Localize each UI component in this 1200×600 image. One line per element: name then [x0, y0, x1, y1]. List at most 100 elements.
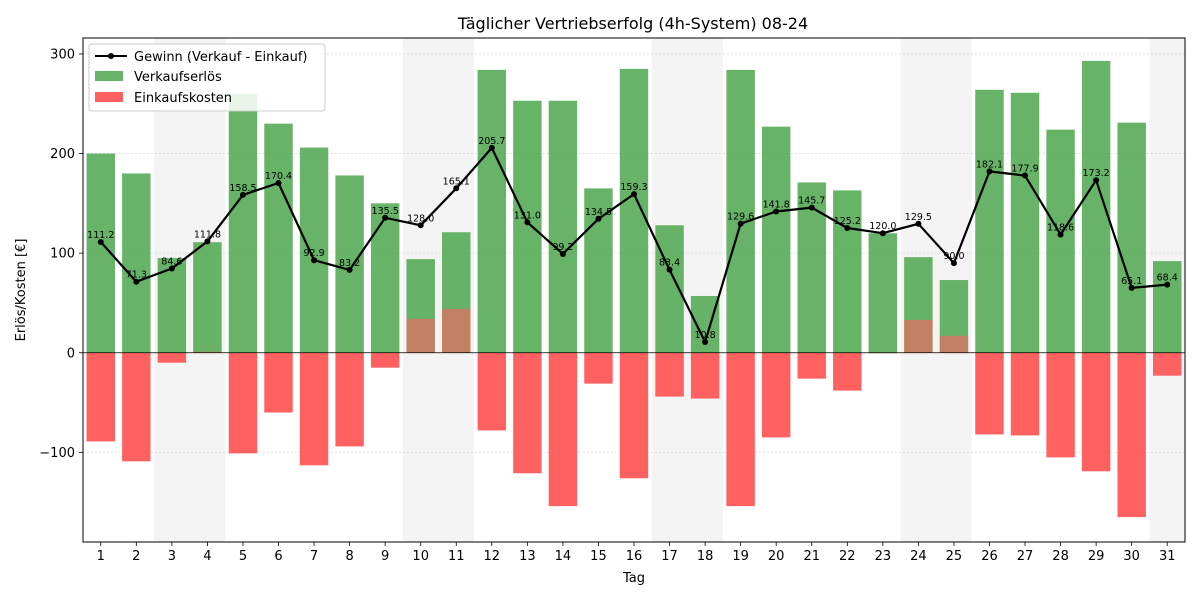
profit-label-day-19: 129.6 [727, 212, 754, 223]
data-labels: 111.2 71.3 84.6 111.8 158.5 170.4 92.9 83.2 135.… [87, 136, 1178, 341]
cost-bar-day-28 [1046, 352, 1075, 458]
y-tick-label-100: 100 [50, 247, 75, 262]
profit-point-day-22 [844, 225, 851, 232]
cost-bar-day-12 [477, 352, 507, 431]
profit-label-day-2: 71.3 [126, 270, 147, 281]
profit-label-day-23: 120.0 [869, 221, 896, 232]
revenue-bar-day-27 [1010, 92, 1040, 353]
profit-label-day-3: 84.6 [161, 256, 182, 267]
profit-label-day-18: 10.8 [695, 330, 716, 341]
revenue-bar-day-7 [299, 147, 329, 353]
cost-bar-day-20 [761, 352, 791, 438]
revenue-bar-day-26 [975, 89, 1004, 353]
revenue-bar-day-22 [833, 190, 862, 353]
profit-label-day-10: 128.0 [407, 213, 434, 224]
revenue-bar-day-6 [264, 123, 293, 353]
profit-label-day-4: 111.8 [194, 229, 221, 240]
profit-label-day-30: 65.1 [1121, 276, 1142, 287]
revenue-bar-day-31 [1153, 261, 1182, 353]
x-tick-label-27: 27 [1017, 549, 1034, 564]
revenue-bar-day-13 [513, 100, 542, 353]
cost-bar-day-1 [86, 352, 115, 442]
profit-label-day-24: 129.5 [905, 212, 932, 223]
axes: 1 2 3 4 5 6 7 8 9 10 11 12 13 14 15 16 17 18 19 20 21 22 23 24 2… [39, 47, 1175, 564]
y-tick-label-300: 300 [50, 47, 75, 62]
y-tick-label-200: 200 [50, 147, 75, 162]
chart-title: Täglicher Vertriebserfolg (4h-System) 08… [457, 14, 808, 33]
x-tick-label-9: 9 [381, 549, 389, 564]
legend-profit-marker [108, 53, 114, 59]
x-tick-label-20: 20 [768, 549, 785, 564]
profit-point-day-7 [311, 257, 318, 264]
x-tick-label-1: 1 [97, 549, 105, 564]
profit-label-day-1: 111.2 [87, 230, 114, 241]
x-tick-label-30: 30 [1123, 549, 1140, 564]
x-tick-label-17: 17 [661, 549, 678, 564]
revenue-bar-day-23 [868, 233, 898, 353]
profit-point-day-3 [168, 265, 175, 272]
profit-point-day-18 [702, 338, 709, 345]
profit-point-day-9 [382, 214, 389, 221]
x-tick-label-7: 7 [310, 549, 318, 564]
profit-label-day-26: 182.1 [976, 159, 1003, 170]
cost-bar-day-26 [975, 352, 1004, 435]
x-tick-label-11: 11 [448, 549, 465, 564]
revenue-bar-day-14 [548, 100, 578, 353]
legend-cost-swatch [95, 92, 123, 102]
revenue-bar-day-28 [1046, 129, 1075, 353]
legend-profit-label: Gewinn (Verkauf - Einkauf) [134, 50, 307, 65]
profit-point-day-20 [773, 208, 780, 215]
cost-bar-day-17 [655, 352, 684, 397]
revenue-bar-day-8 [335, 175, 364, 353]
cost-bar-day-18 [690, 352, 720, 399]
legend-box [88, 43, 326, 112]
x-tick-label-12: 12 [484, 549, 501, 564]
cost-bar-day-13 [513, 352, 542, 474]
profit-label-day-15: 134.5 [585, 207, 612, 218]
revenue-bar-day-9 [370, 203, 400, 353]
cost-bar-day-10 [406, 318, 435, 353]
revenue-bar-day-5 [228, 93, 258, 353]
y-axis-label: Erlös/Kosten [€] [14, 239, 29, 342]
x-tick-label-29: 29 [1088, 549, 1105, 564]
profit-label-day-17: 83.4 [659, 258, 680, 269]
x-tick-label-19: 19 [732, 549, 749, 564]
x-tick-label-22: 22 [839, 549, 856, 564]
x-tick-label-2: 2 [132, 549, 140, 564]
profit-label-day-29: 173.2 [1083, 168, 1110, 179]
x-tick-label-31: 31 [1159, 549, 1176, 564]
revenue-bar-day-4 [193, 242, 222, 353]
revenue-bar-day-29 [1081, 60, 1111, 353]
x-tick-label-26: 26 [981, 549, 998, 564]
x-tick-label-6: 6 [274, 549, 282, 564]
profit-label-day-31: 68.4 [1157, 273, 1178, 284]
profit-point-day-17 [666, 266, 673, 273]
revenue-bar-day-3 [157, 258, 187, 353]
profit-point-day-14 [559, 250, 566, 257]
legend-revenue-label: Verkaufserlös [134, 70, 222, 85]
cost-bar-day-25 [939, 335, 969, 353]
cost-bar-day-5 [228, 352, 258, 454]
profit-point-day-12 [488, 144, 495, 151]
cost-bar-day-30 [1117, 352, 1146, 518]
cost-bar-day-4 [193, 351, 222, 353]
revenue-bar-day-30 [1117, 122, 1146, 353]
cost-bar-day-2 [122, 352, 151, 462]
profit-label-day-5: 158.5 [229, 183, 256, 194]
profit-point-day-27 [1022, 172, 1029, 179]
profit-label-day-14: 99.2 [552, 242, 573, 253]
x-tick-label-13: 13 [519, 549, 536, 564]
profit-point-day-13 [524, 219, 531, 226]
cost-bar-day-27 [1010, 352, 1040, 436]
profit-label-day-8: 83.2 [339, 258, 360, 269]
cost-bar-day-31 [1153, 352, 1182, 376]
profit-point-day-6 [275, 180, 282, 187]
x-tick-label-23: 23 [875, 549, 892, 564]
legend-cost-label: Einkaufskosten [134, 91, 232, 106]
cost-bar-day-14 [548, 352, 578, 507]
x-tick-label-14: 14 [555, 549, 572, 564]
profit-label-day-7: 92.9 [303, 248, 324, 259]
profit-label-day-27: 177.9 [1011, 164, 1038, 175]
profit-label-day-20: 141.8 [763, 200, 790, 211]
